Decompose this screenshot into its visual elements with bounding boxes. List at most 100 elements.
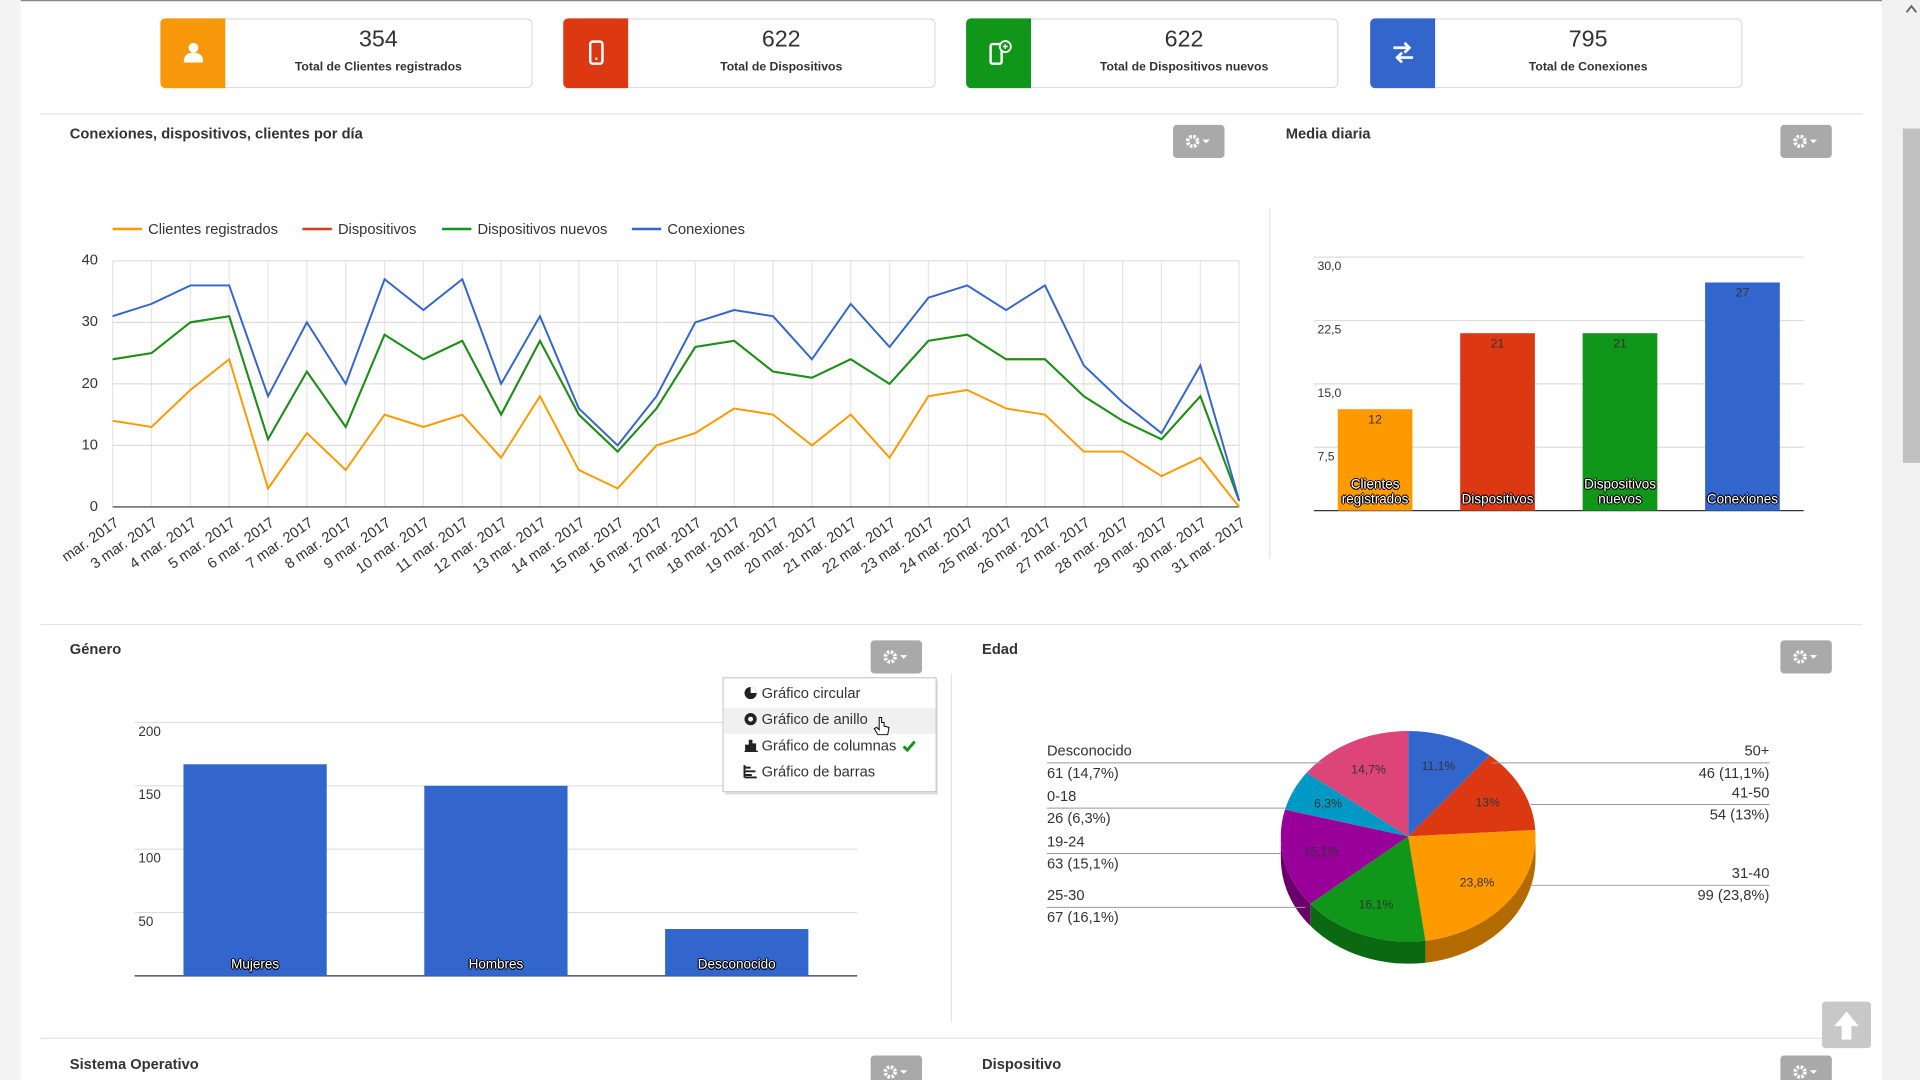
menu-icon <box>748 716 754 722</box>
scrollbar-thumb[interactable] <box>1902 128 1920 463</box>
bar-value-label: 21 <box>1613 336 1627 350</box>
pie-percent-label: 6,3% <box>1314 796 1342 810</box>
card-value: 622 <box>762 26 801 52</box>
card-value: 622 <box>1165 26 1204 52</box>
panel-title: Sistema Operativo <box>70 1057 199 1073</box>
stat-card: 354 Total de Clientes registrados <box>160 18 533 89</box>
panel-title: Media diaria <box>1286 127 1372 143</box>
legend-label: Clientes registrados <box>148 222 278 238</box>
series-line <box>112 277 1241 502</box>
bar-label-box: Desconocido <box>697 957 776 973</box>
button-bg <box>1780 1055 1832 1080</box>
caret <box>1809 655 1818 659</box>
bar-category-label: Mujeres <box>231 957 280 973</box>
gear-icon <box>1793 650 1807 664</box>
legend-value: 63 (15,1%) <box>1047 856 1119 872</box>
caret <box>900 655 908 659</box>
panel-title: Conexiones, dispositivos, clientes por d… <box>70 127 364 143</box>
pie-percent-label: 16,1% <box>1359 897 1394 911</box>
settings-button[interactable] <box>1780 640 1832 674</box>
bar-label-box: Dispositivos <box>1461 492 1534 507</box>
card-icon-bg <box>563 18 629 89</box>
card-label: Total de Clientes registrados <box>295 60 462 74</box>
settings-button[interactable] <box>870 640 923 674</box>
bar-label-box: Mujeres <box>231 957 280 973</box>
card-label: Total de Dispositivos <box>720 60 842 74</box>
menu-item[interactable]: Gráfico de anillo <box>723 708 936 734</box>
button-bg <box>870 1055 923 1080</box>
button-bg <box>870 640 923 674</box>
legend-label: 50+ <box>1744 744 1769 760</box>
legend-value: 26 (6,3%) <box>1047 811 1111 827</box>
menu-item-label: Gráfico circular <box>762 686 861 702</box>
legend-value: 99 (23,8%) <box>1698 888 1770 904</box>
legend-value: 67 (16,1%) <box>1047 910 1119 926</box>
bar-category-label: Hombres <box>468 957 524 973</box>
series-line <box>112 357 1240 508</box>
menu-item-hover <box>723 708 936 734</box>
legend-label: Dispositivos <box>338 222 416 238</box>
legend-label: 31-40 <box>1732 866 1770 882</box>
bar-category-label: Dispositivos <box>1461 492 1534 507</box>
gear-icon <box>1185 134 1200 149</box>
chart-type-menu: Gráfico circular Gráfico de anillo Gráfico… <box>722 677 938 795</box>
gear-hub <box>888 655 892 659</box>
settings-button[interactable] <box>870 1055 923 1080</box>
menu-item[interactable]: Gráfico circular <box>744 686 860 702</box>
pie-slice-side <box>1310 903 1426 964</box>
y-tick-label: 15,0 <box>1318 386 1342 400</box>
legend-label: 41-50 <box>1732 785 1770 801</box>
gear-hub <box>1798 139 1802 143</box>
panel-title: Edad <box>982 642 1018 658</box>
bar <box>665 929 809 976</box>
legend-label: 0-18 <box>1047 789 1076 805</box>
scroll-top-button[interactable] <box>1822 1001 1872 1049</box>
stat-card: 622 Total de Dispositivos <box>563 18 936 89</box>
card-label: Total de Dispositivos nuevos <box>1100 60 1269 74</box>
panel-title: Dispositivo <box>982 1057 1061 1073</box>
y-tick-label: 22,5 <box>1318 323 1342 337</box>
y-tick-label: 200 <box>138 724 160 739</box>
panel-title: Género <box>70 642 121 658</box>
gear-hub <box>1191 139 1195 143</box>
bar <box>1705 282 1780 511</box>
menu-box <box>722 677 937 793</box>
menu-check <box>902 740 916 753</box>
y-tick-label: 30 <box>82 314 98 330</box>
settings-button[interactable] <box>1780 124 1832 158</box>
menu-icon <box>744 739 758 752</box>
icon <box>1002 44 1008 49</box>
gear-icon <box>1793 134 1807 149</box>
menu-item-label: Gráfico de anillo <box>762 712 868 728</box>
pie-slice <box>1306 731 1409 837</box>
bar-label-box: Conexiones <box>1707 492 1778 507</box>
menu-item[interactable]: Gráfico de columnas <box>744 738 916 754</box>
y-tick-label: 20 <box>82 376 98 392</box>
stat-card: 795 Total de Conexiones <box>1370 18 1743 89</box>
pie-percent-label: 15,1% <box>1304 845 1339 859</box>
menu-icon <box>750 686 757 694</box>
y-tick-label: 40 <box>82 253 98 269</box>
bar-category-label: Desconocido <box>697 957 776 973</box>
mouse-cursor <box>873 717 890 736</box>
scroll-up[interactable] <box>1905 4 1918 13</box>
pie-slice <box>1280 809 1409 904</box>
menu-item[interactable]: Gráfico de barras <box>743 764 875 780</box>
settings-button[interactable] <box>1780 1055 1832 1080</box>
bar <box>183 764 327 976</box>
y-tick-label: 10 <box>82 437 98 453</box>
stat-card: 622 Total de Dispositivos nuevos <box>966 18 1339 89</box>
gear-hub <box>888 1070 892 1074</box>
gear-hub <box>1798 1070 1802 1074</box>
icon <box>1393 41 1414 64</box>
bar-label-box: Dispositivos nuevos <box>1584 478 1656 507</box>
y-tick-label: 0 <box>90 499 98 515</box>
settings-button[interactable] <box>1173 124 1225 158</box>
y-tick-label: 50 <box>138 914 153 929</box>
pie-slice <box>1284 772 1409 837</box>
bar-value-label: 12 <box>1368 412 1382 426</box>
legend-value: 61 (14,7%) <box>1047 766 1119 782</box>
bar-label-box: Hombres <box>468 957 524 973</box>
